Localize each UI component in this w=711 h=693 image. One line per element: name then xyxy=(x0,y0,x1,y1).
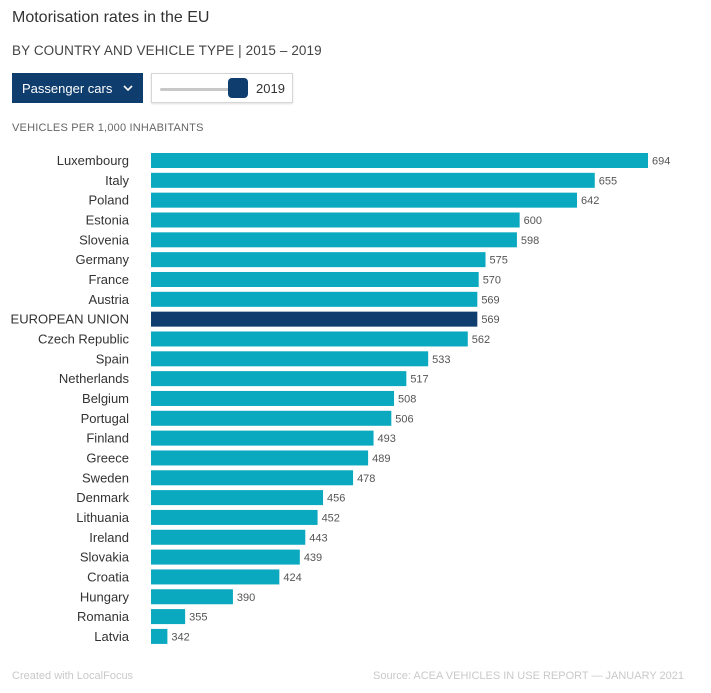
category-label: Sweden xyxy=(82,470,129,485)
value-label: 508 xyxy=(398,393,416,405)
chevron-down-icon xyxy=(123,84,133,92)
value-label: 642 xyxy=(581,195,599,207)
category-label: Denmark xyxy=(76,490,129,505)
category-label: Germany xyxy=(76,252,130,267)
category-label: Poland xyxy=(89,193,129,208)
bar[interactable] xyxy=(151,351,429,367)
bar[interactable] xyxy=(151,291,478,307)
bar[interactable] xyxy=(151,529,306,545)
bar[interactable] xyxy=(151,390,395,406)
value-label: 355 xyxy=(189,612,207,624)
bar[interactable] xyxy=(151,271,479,287)
value-label: 456 xyxy=(327,493,345,505)
bar[interactable] xyxy=(151,172,595,188)
value-label: 506 xyxy=(395,413,413,425)
value-label: 569 xyxy=(481,294,499,306)
bar[interactable] xyxy=(151,589,233,605)
value-label: 562 xyxy=(472,334,490,346)
category-label: Portugal xyxy=(81,411,130,426)
value-label: 598 xyxy=(521,235,539,247)
value-label: 390 xyxy=(237,592,255,604)
category-label: Luxembourg xyxy=(57,153,129,168)
slider-thumb[interactable] xyxy=(228,78,248,98)
category-label: Slovenia xyxy=(79,232,130,247)
bar[interactable] xyxy=(151,569,280,585)
bar[interactable] xyxy=(151,153,648,168)
value-label: 569 xyxy=(481,314,499,326)
value-label: 517 xyxy=(410,374,428,386)
vehicle-type-label: Passenger cars xyxy=(22,80,113,96)
year-value: 2019 xyxy=(256,81,285,96)
category-label: Croatia xyxy=(87,569,130,584)
slider-track[interactable] xyxy=(160,88,248,91)
value-label: 489 xyxy=(372,453,390,465)
credit-text: Created with LocalFocus xyxy=(12,670,134,682)
chart-title: Motorisation rates in the EU xyxy=(12,9,210,26)
bar[interactable] xyxy=(151,192,577,208)
bar[interactable] xyxy=(151,430,374,446)
category-label: Latvia xyxy=(94,629,129,644)
category-label: Spain xyxy=(96,351,129,366)
bar[interactable] xyxy=(151,311,478,327)
value-label: 424 xyxy=(283,572,301,584)
bar[interactable] xyxy=(151,628,168,644)
category-label: Ireland xyxy=(89,530,129,545)
category-label: Hungary xyxy=(80,589,130,604)
bar[interactable] xyxy=(151,470,354,486)
bar[interactable] xyxy=(151,490,324,506)
source-text: Source: ACEA VEHICLES IN USE REPORT — JA… xyxy=(373,670,684,682)
category-label: Netherlands xyxy=(59,371,130,386)
unit-label: VEHICLES PER 1,000 INHABITANTS xyxy=(12,122,204,134)
bar[interactable] xyxy=(151,212,520,228)
category-label: Lithuania xyxy=(76,510,130,525)
value-label: 533 xyxy=(432,354,450,366)
category-label: Estonia xyxy=(86,212,130,227)
category-label: Belgium xyxy=(82,391,129,406)
bar[interactable] xyxy=(151,609,186,625)
category-label: Greece xyxy=(86,450,129,465)
value-label: 342 xyxy=(171,631,189,643)
value-label: 478 xyxy=(357,473,375,485)
bar[interactable] xyxy=(151,232,517,248)
category-label: Czech Republic xyxy=(38,331,130,346)
category-label: Finland xyxy=(86,431,129,446)
bar[interactable] xyxy=(151,371,407,387)
value-label: 655 xyxy=(599,175,617,187)
bar[interactable] xyxy=(151,549,300,565)
bar[interactable] xyxy=(151,252,486,268)
category-label: EUROPEAN UNION xyxy=(11,312,129,327)
value-label: 575 xyxy=(490,255,508,267)
value-label: 452 xyxy=(322,512,340,524)
bar-chart: Luxembourg 694 Italy 655 Poland 642 Estonia 600… xyxy=(11,153,670,644)
value-label: 439 xyxy=(304,552,322,564)
value-label: 443 xyxy=(309,532,327,544)
category-label: Austria xyxy=(89,292,130,307)
year-slider[interactable]: 2019 xyxy=(151,73,293,103)
value-label: 600 xyxy=(524,215,542,227)
vehicle-type-dropdown[interactable]: Passenger cars xyxy=(12,73,143,103)
bar[interactable] xyxy=(151,331,468,347)
value-label: 570 xyxy=(483,274,501,286)
category-label: Romania xyxy=(77,609,130,624)
category-label: Italy xyxy=(105,173,129,188)
value-label: 493 xyxy=(378,433,396,445)
category-label: Slovakia xyxy=(80,550,130,565)
bar[interactable] xyxy=(151,410,392,426)
bar[interactable] xyxy=(151,509,318,525)
bar[interactable] xyxy=(151,450,369,466)
chart-subtitle: BY COUNTRY AND VEHICLE TYPE | 2015 – 201… xyxy=(12,43,322,58)
value-label: 694 xyxy=(652,156,670,168)
category-label: France xyxy=(89,272,129,287)
